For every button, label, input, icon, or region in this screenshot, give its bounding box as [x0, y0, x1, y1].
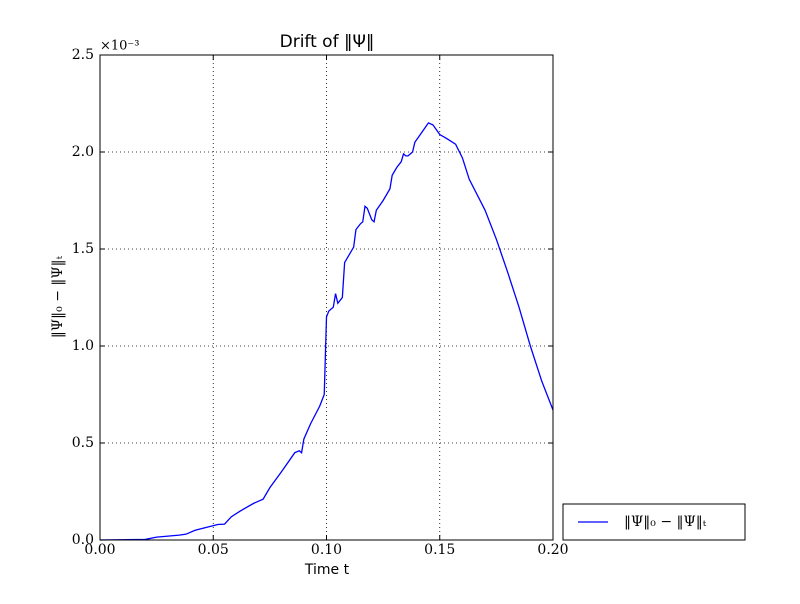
data-line: [99, 122, 554, 541]
x-tick-label: 0.00: [84, 542, 115, 558]
y-offset-label: ×10⁻³: [100, 39, 140, 54]
y-tick-label: 0.0: [72, 532, 94, 548]
y-tick-label: 2.5: [72, 47, 94, 63]
x-tick-label: 0.20: [537, 542, 568, 558]
x-tick-label: 0.15: [424, 542, 455, 558]
y-tick-label: 1.5: [72, 241, 94, 257]
y-tick-label: 1.0: [72, 338, 94, 354]
y-tick-label: 2.0: [72, 144, 94, 160]
x-tick-label: 0.10: [311, 542, 342, 558]
plot-frame: [99, 54, 554, 541]
y-axis-label: ‖Ψ‖₀ − ‖Ψ‖ₜ: [50, 255, 66, 338]
y-tick-label: 0.5: [72, 435, 94, 451]
chart-title: Drift of ‖Ψ‖: [280, 32, 375, 52]
x-tick-label: 0.05: [198, 542, 229, 558]
legend-label: ‖Ψ‖₀ − ‖Ψ‖ₜ: [624, 514, 707, 530]
x-axis-label: Time t: [304, 562, 350, 578]
